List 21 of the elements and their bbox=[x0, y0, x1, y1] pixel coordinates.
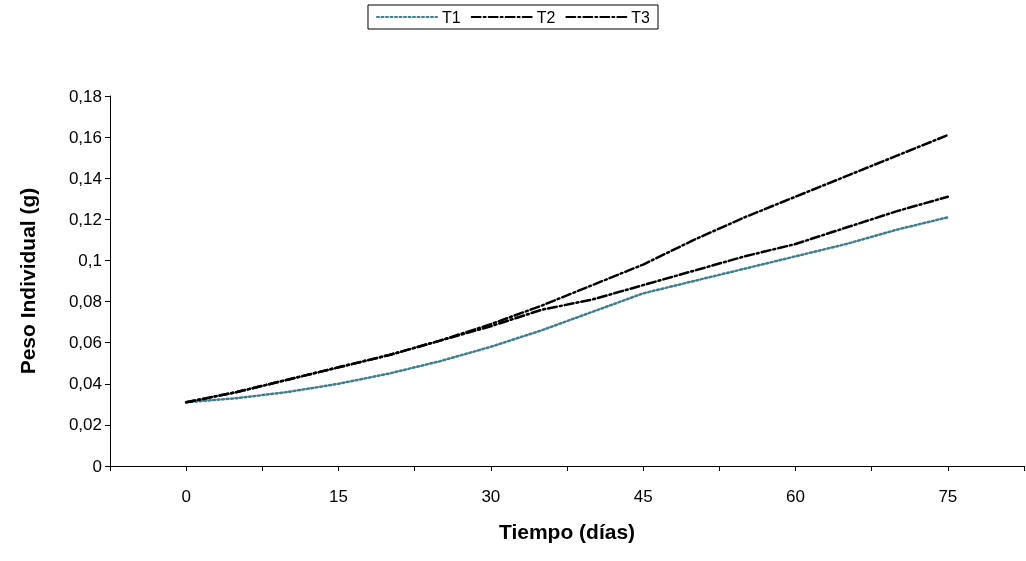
y-tick-label: 0 bbox=[92, 456, 102, 476]
x-tick-label: 45 bbox=[633, 487, 653, 506]
y-tick-label: 0,1 bbox=[78, 250, 102, 270]
y-tick-label: 0,14 bbox=[68, 168, 102, 188]
y-tick-label: 0,18 bbox=[68, 86, 102, 106]
x-axis-title: Tiempo (días) bbox=[498, 520, 636, 543]
x-tick-label: 15 bbox=[329, 487, 348, 506]
y-tick-label: 0,02 bbox=[68, 415, 102, 435]
legend-label: T1 bbox=[441, 8, 461, 26]
y-tick-label: 0,06 bbox=[68, 333, 102, 353]
x-tick-label: 75 bbox=[938, 487, 958, 506]
legend-label: T2 bbox=[536, 8, 556, 26]
legend-label: T3 bbox=[631, 8, 651, 26]
x-tick-label: 60 bbox=[786, 487, 805, 506]
y-tick-label: 0,16 bbox=[68, 127, 102, 147]
y-tick-label: 0,04 bbox=[68, 374, 102, 394]
y-axis-title: Peso Individual (g) bbox=[16, 187, 39, 375]
y-tick-label: 0,08 bbox=[68, 292, 102, 312]
y-tick-label: 0,12 bbox=[68, 209, 102, 229]
x-tick-label: 30 bbox=[481, 487, 501, 506]
x-tick-label: 0 bbox=[181, 487, 191, 506]
